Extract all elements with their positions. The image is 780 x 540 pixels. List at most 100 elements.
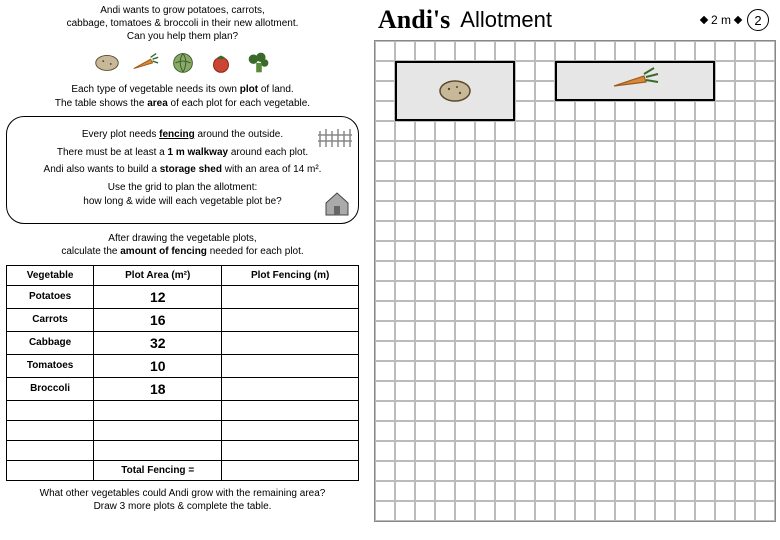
grid-cell (555, 221, 575, 241)
grid-cell (455, 321, 475, 341)
grid-cell (695, 201, 715, 221)
grid-cell (615, 101, 635, 121)
grid-cell (575, 201, 595, 221)
grid-cell (735, 381, 755, 401)
grid-cell (755, 101, 775, 121)
grid-cell (595, 441, 615, 461)
grid-cell (755, 241, 775, 261)
grid-cell (375, 481, 395, 501)
grid-cell (735, 481, 755, 501)
grid-cell (635, 441, 655, 461)
txt: fencing (159, 129, 195, 140)
grid-cell (555, 101, 575, 121)
grid-cell (755, 261, 775, 281)
grid-cell (455, 481, 475, 501)
grid-cell (695, 301, 715, 321)
grid-cell (555, 501, 575, 521)
grid-cell (695, 261, 715, 281)
fencing-val (222, 331, 359, 354)
grid-cell (515, 61, 535, 81)
grid-cell (615, 301, 635, 321)
title-row: Andi's Allotment 2 m 2 (370, 0, 775, 40)
grid-cell (435, 321, 455, 341)
grid-cell (595, 241, 615, 261)
col-fencing: Plot Fencing (m) (222, 265, 359, 285)
grid-cell (375, 81, 395, 101)
txt: of land. (258, 84, 294, 95)
grid-cell (515, 481, 535, 501)
grid-cell (455, 161, 475, 181)
grid-cell (615, 41, 635, 61)
txt: Every plot needs (82, 129, 159, 140)
grid-cell (575, 301, 595, 321)
grid-cell (675, 301, 695, 321)
grid-cell (695, 141, 715, 161)
grid-cell (415, 221, 435, 241)
grid-cell (375, 241, 395, 261)
grid-cell (655, 301, 675, 321)
grid-cell (415, 201, 435, 221)
grid-cell (455, 181, 475, 201)
grid-cell (575, 341, 595, 361)
grid-cell (535, 381, 555, 401)
grid-cell (715, 301, 735, 321)
grid-cell (395, 481, 415, 501)
grid-cell (655, 101, 675, 121)
grid-cell (375, 261, 395, 281)
grid-cell (435, 121, 455, 141)
grid-cell (415, 41, 435, 61)
grid-cell (455, 261, 475, 281)
grid-cell (655, 281, 675, 301)
txt: around the outside. (195, 129, 283, 140)
grid-cell (535, 141, 555, 161)
grid-cell (375, 221, 395, 241)
grid-cell (595, 461, 615, 481)
grid-cell (675, 421, 695, 441)
table-row-blank (7, 420, 359, 440)
grid-cell (635, 261, 655, 281)
grid-cell (455, 361, 475, 381)
grid-cell (495, 241, 515, 261)
grid-cell (695, 461, 715, 481)
grid-cell (615, 161, 635, 181)
grid-cell (475, 161, 495, 181)
grid-cell (375, 161, 395, 181)
grid-cell (655, 481, 675, 501)
grid-cell (675, 141, 695, 161)
grid-cell (515, 121, 535, 141)
grid-cell (635, 181, 655, 201)
grid-cell (375, 381, 395, 401)
grid-cell (535, 461, 555, 481)
grid-cell (735, 401, 755, 421)
grid-cell (635, 161, 655, 181)
grid-cell (575, 141, 595, 161)
grid-cell (535, 121, 555, 141)
grid-cell (375, 441, 395, 461)
txt: area (147, 98, 168, 109)
grid-cell (695, 121, 715, 141)
grid-cell (475, 201, 495, 221)
txt: Andi also wants to build a (44, 164, 160, 175)
grid-cell (495, 381, 515, 401)
plot-potato (395, 61, 515, 121)
grid-cell (555, 381, 575, 401)
cabbage-icon (168, 49, 198, 75)
grid-cell (595, 281, 615, 301)
grid-cell (475, 181, 495, 201)
grid-cell (535, 281, 555, 301)
grid-cell (495, 181, 515, 201)
grid-cell (375, 41, 395, 61)
grid-cell (755, 361, 775, 381)
txt: Each type of vegetable needs its own (71, 84, 239, 95)
grid-cell (675, 481, 695, 501)
txt: around each plot. (228, 147, 308, 158)
grid-cell (715, 341, 735, 361)
grid-cell (455, 221, 475, 241)
grid-cell (635, 201, 655, 221)
grid-cell (715, 501, 735, 521)
grid-cell (615, 141, 635, 161)
page-number-badge: 2 (747, 9, 769, 31)
veg-name: Carrots (7, 308, 94, 331)
grid-cell (455, 121, 475, 141)
grid-cell (475, 501, 495, 521)
